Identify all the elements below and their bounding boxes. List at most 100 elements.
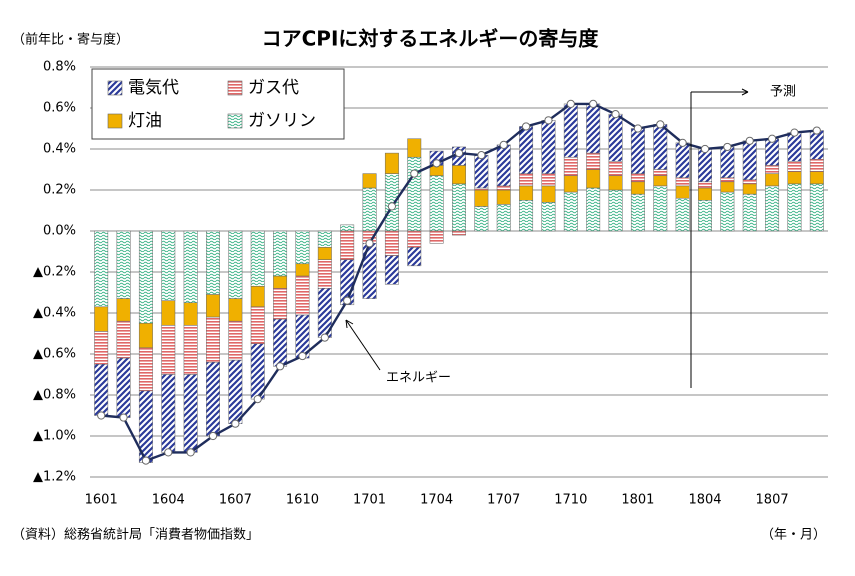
bar-segment	[541, 173, 556, 187]
bar-segment	[519, 126, 534, 174]
bar-segment	[116, 298, 131, 322]
bar-segment	[362, 173, 377, 189]
bar-segment	[273, 288, 288, 320]
bar-segment	[273, 230, 288, 277]
line-marker	[410, 169, 419, 178]
line-marker	[432, 159, 441, 168]
bar-segment	[273, 318, 288, 367]
x-tick-label: 1601	[85, 493, 118, 508]
bar-segment	[519, 185, 534, 201]
line-marker	[454, 149, 464, 158]
bar-segment	[94, 230, 109, 308]
bar-segment	[183, 325, 198, 375]
x-tick-label: 1807	[756, 493, 789, 508]
bar-segment	[273, 275, 288, 289]
bar-segment	[787, 161, 802, 172]
bar-segment	[586, 152, 601, 170]
legend-box	[91, 68, 345, 140]
bar-segment	[317, 230, 332, 248]
bar-segment	[384, 255, 399, 285]
bar-segment	[183, 230, 198, 303]
line-marker	[119, 413, 128, 422]
bar-segment	[206, 230, 220, 295]
line-marker	[678, 138, 687, 147]
bar-segment	[608, 113, 623, 162]
bar-segment	[563, 191, 578, 232]
bar-segment	[608, 175, 623, 191]
bar-segment	[362, 187, 377, 232]
bar-segment	[317, 259, 332, 289]
y-axis-label: （前年比・寄与度）	[12, 32, 129, 48]
bar-segment	[698, 200, 712, 232]
bar-segment	[742, 140, 757, 181]
legend-label: 灯油	[128, 111, 162, 131]
line-marker	[633, 124, 643, 133]
bar-segment	[250, 286, 265, 308]
bar-segment	[787, 183, 802, 232]
bar-segment	[519, 200, 534, 232]
bar-segment	[675, 177, 690, 187]
bar-segment	[116, 320, 131, 359]
bar-segment	[206, 361, 220, 437]
line-marker	[208, 431, 218, 441]
line-marker	[186, 448, 195, 457]
bar-segment	[630, 128, 645, 174]
bar-segment	[809, 171, 824, 185]
line-marker	[164, 448, 173, 457]
bar-segment	[250, 306, 265, 345]
legend-label: 電気代	[128, 78, 179, 98]
bar-segment	[116, 230, 131, 299]
x-tick-label: 1801	[621, 493, 654, 508]
x-tick-label: 1604	[152, 493, 185, 508]
bar-segment	[317, 247, 332, 260]
line-marker	[97, 411, 106, 420]
bar-segment	[809, 159, 824, 172]
bar-segment	[206, 316, 220, 363]
bar-segment	[429, 230, 444, 244]
bar-segment	[496, 204, 511, 232]
bar-segment	[407, 138, 422, 158]
bar-segment	[228, 298, 243, 322]
y-tick-label: 0.0%	[43, 224, 76, 239]
y-tick-label: ▲0.2%	[33, 265, 76, 280]
bar-segment	[675, 197, 690, 232]
bar-segment	[742, 183, 757, 195]
bar-segment	[384, 152, 399, 174]
line-marker	[387, 202, 397, 211]
legend-swatch	[107, 113, 123, 129]
bar-segment	[496, 189, 511, 205]
bar-segment	[94, 306, 109, 332]
chart-title: コアCPIに対するエネルギーの寄与度	[262, 27, 600, 51]
bar-segment	[541, 185, 556, 203]
x-tick-label: 1704	[420, 493, 453, 508]
bar-segment	[541, 202, 556, 232]
bar-segment	[541, 120, 556, 174]
bar-segment	[295, 263, 310, 277]
legend-swatch	[227, 113, 243, 129]
bar-segment	[407, 247, 422, 267]
bar-segment	[138, 230, 153, 324]
line-marker	[700, 144, 710, 154]
bar-segment	[742, 179, 757, 185]
line-marker	[499, 140, 508, 149]
bar-segment	[698, 187, 712, 201]
forecast-label: 予測	[770, 85, 796, 100]
bar-segment	[474, 189, 489, 207]
line-annotation: エネルギー	[386, 371, 451, 386]
bar-segment	[429, 175, 444, 232]
legend-label: ガソリン	[248, 111, 316, 131]
bar-segment	[496, 144, 511, 187]
bar-segment	[608, 189, 623, 232]
line-marker	[656, 120, 665, 129]
bar-segment	[563, 103, 578, 158]
legend-swatch	[227, 80, 243, 96]
bar-segment	[295, 275, 310, 316]
y-tick-label: 0.6%	[43, 101, 76, 116]
bar-segment	[787, 171, 802, 185]
bar-segment	[720, 146, 735, 178]
bar-segment	[720, 191, 735, 232]
bar-segment	[630, 193, 645, 232]
bar-segment	[228, 230, 243, 299]
bar-segment	[742, 193, 757, 232]
bar-segment	[630, 173, 645, 183]
